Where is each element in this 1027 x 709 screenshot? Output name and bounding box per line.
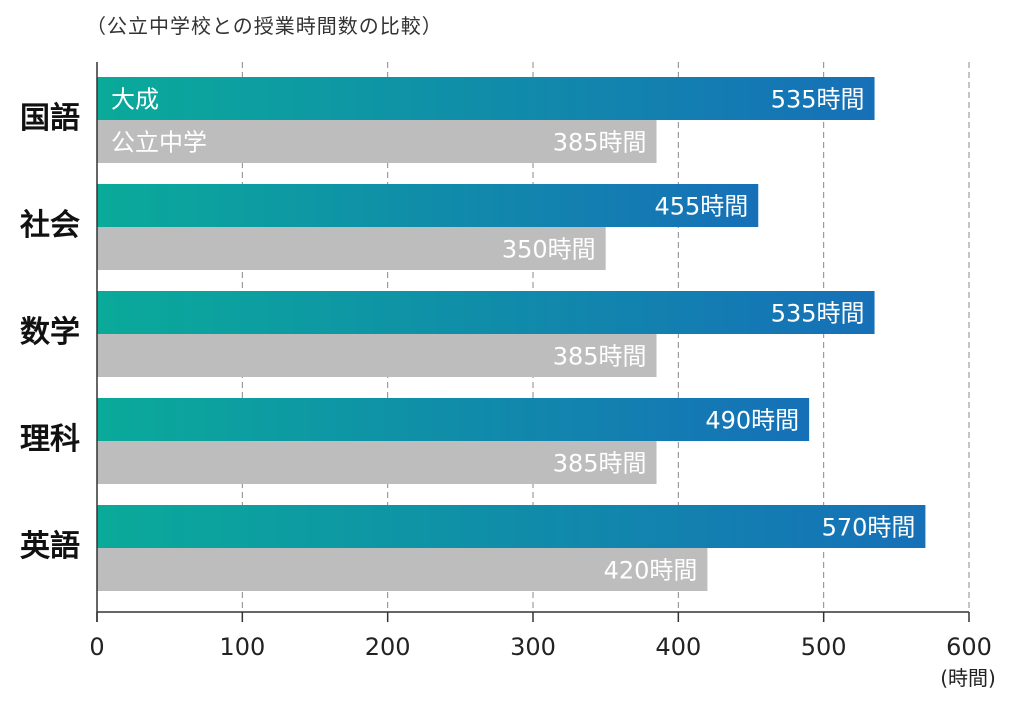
x-tick-label: 100 [219,633,265,661]
x-tick-label: 200 [365,633,411,661]
chart-title: （公立中学校との授業時間数の比較） [86,14,443,38]
bar-taisei [97,398,810,441]
x-tick-label: 500 [801,633,847,661]
bar-public [97,548,708,591]
bar-taisei [97,184,759,227]
legend-label: 大成 [111,86,159,114]
category-label: 国語 [20,101,80,136]
data-label: 490時間 [705,407,799,435]
data-label: 385時間 [553,450,647,478]
category-label: 社会 [20,208,80,243]
category-label: 英語 [20,529,80,564]
x-tick-label: 600 [946,633,992,661]
bar-public [97,120,657,163]
x-axis-unit: (時間) [940,666,996,690]
data-label: 535時間 [771,86,865,114]
data-label: 385時間 [553,129,647,157]
legend-label: 公立中学 [111,129,207,157]
bar-taisei [97,505,926,548]
bar-public [97,334,657,377]
bar-taisei [97,291,875,334]
data-label: 350時間 [502,236,596,264]
data-label: 570時間 [822,514,916,542]
x-tick-label: 400 [655,633,701,661]
x-tick-label: 300 [510,633,556,661]
x-tick-label: 0 [89,633,104,661]
bar-public [97,227,606,270]
category-label: 理科 [20,422,80,457]
data-label: 455時間 [654,193,748,221]
bar-public [97,441,657,484]
data-label: 385時間 [553,343,647,371]
bar-taisei [97,77,875,120]
data-label: 535時間 [771,300,865,328]
data-label: 420時間 [604,557,698,585]
category-label: 数学 [20,315,80,350]
